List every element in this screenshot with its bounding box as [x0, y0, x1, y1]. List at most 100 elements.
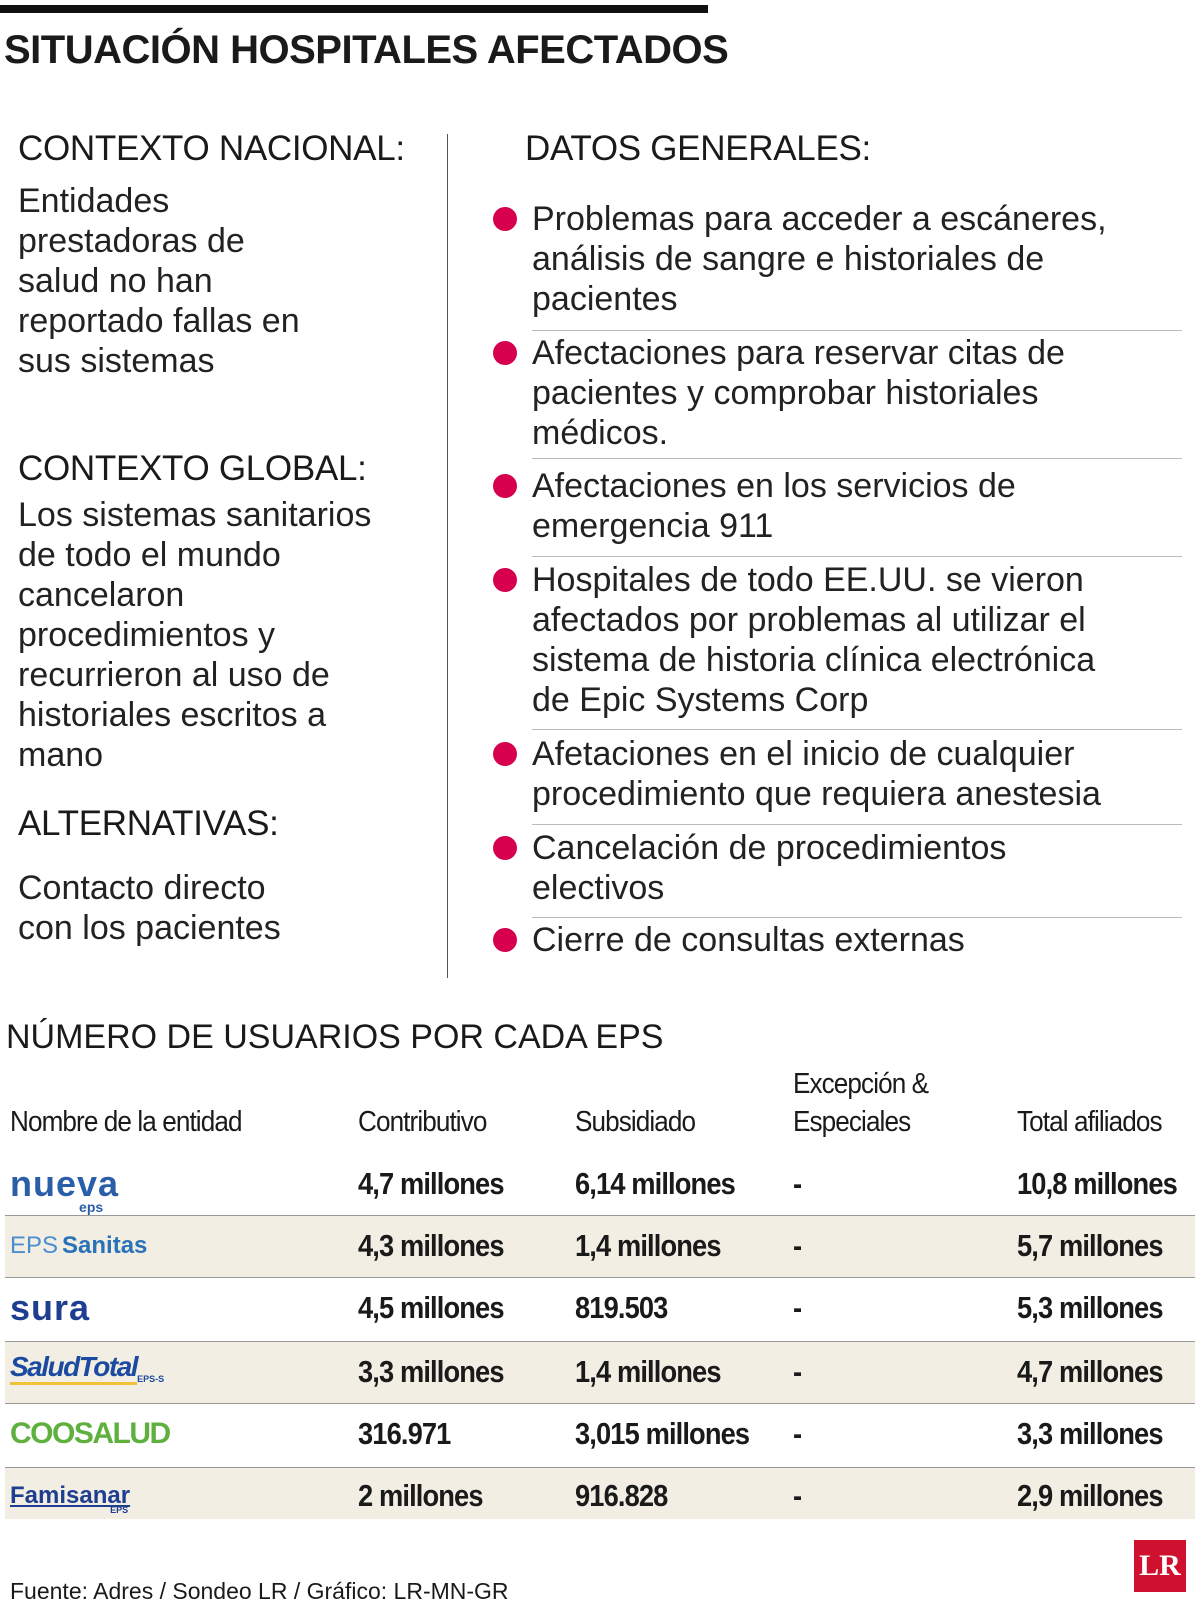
table-cell: 4,7 millones	[1017, 1354, 1163, 1389]
item-text: médicos.	[532, 414, 669, 452]
entity-logo: sura	[10, 1288, 90, 1336]
column-divider	[447, 134, 448, 978]
bullet	[493, 836, 517, 860]
logo-text: EPS	[10, 1232, 59, 1259]
item-text: Cancelación de procedimientos	[532, 829, 1007, 867]
logo-text: Famisanar	[10, 1482, 131, 1509]
entity-logo: EPS Sanitas	[10, 1226, 147, 1269]
row-band	[5, 1215, 1195, 1277]
section-text: reportado fallas en	[18, 302, 300, 340]
item-text: Afetaciones en el inicio de cualquier	[532, 735, 1075, 773]
item-text: pacientes	[532, 280, 678, 318]
table-cell: -	[793, 1290, 802, 1325]
column-header: Subsidiado	[575, 1106, 696, 1138]
row-line	[5, 1215, 1195, 1216]
table-cell: 316.971	[358, 1416, 451, 1451]
section-text: de todo el mundo	[18, 536, 281, 574]
table-cell: 4,7 millones	[358, 1166, 504, 1201]
logo-text: sura	[10, 1287, 91, 1328]
section-text: recurrieron al uso de	[18, 656, 330, 694]
item-text: electivos	[532, 869, 665, 907]
row-line	[5, 1341, 1195, 1342]
section-text: Contacto directo	[18, 869, 266, 907]
column-header: Excepción &	[793, 1068, 929, 1100]
section-text: con los pacientes	[18, 909, 281, 947]
column-header: Especiales	[793, 1106, 911, 1138]
separator	[532, 556, 1182, 557]
row-line	[5, 1403, 1195, 1404]
column-header: Contributivo	[358, 1106, 487, 1138]
section-text: salud no han	[18, 262, 213, 300]
item-text: Cierre de consultas externas	[532, 921, 965, 959]
table-title: NÚMERO DE USUARIOS POR CADA EPS	[6, 1018, 664, 1056]
bullet	[493, 341, 517, 365]
table-cell: 2 millones	[358, 1478, 483, 1513]
table-cell: 1,4 millones	[575, 1228, 721, 1263]
table-cell: -	[793, 1478, 802, 1513]
item-text: Afectaciones en los servicios de	[532, 467, 1016, 505]
bullet	[493, 928, 517, 952]
item-text: afectados por problemas al utilizar el	[532, 601, 1086, 639]
table-cell: 3,015 millones	[575, 1416, 750, 1451]
section-heading: ALTERNATIVAS:	[18, 804, 279, 843]
section-text: mano	[18, 736, 104, 774]
separator	[532, 824, 1182, 825]
title: SITUACIÓN HOSPITALES AFECTADOS	[4, 28, 729, 72]
bullet	[493, 568, 517, 592]
table-cell: 5,7 millones	[1017, 1228, 1163, 1263]
table-cell: 819.503	[575, 1290, 668, 1325]
item-text: procedimiento que requiera anestesia	[532, 775, 1101, 813]
row-line	[5, 1277, 1195, 1278]
separator	[532, 917, 1182, 918]
section-text: cancelaron	[18, 576, 185, 614]
logo-text: SaludTotal	[10, 1351, 139, 1385]
logo-text: nueva	[10, 1163, 120, 1204]
separator	[532, 458, 1182, 459]
section-text: prestadoras de	[18, 222, 245, 260]
item-text: Problemas para acceder a escáneres,	[532, 200, 1107, 238]
separator	[532, 729, 1182, 730]
logo-text: Sanitas	[62, 1232, 148, 1259]
logo-text: COOSALUD	[10, 1417, 171, 1450]
row-line	[5, 1467, 1195, 1468]
row-band	[5, 1467, 1195, 1519]
table-cell: 3,3 millones	[358, 1354, 504, 1389]
separator	[532, 330, 1182, 331]
column-header: Nombre de la entidad	[10, 1106, 242, 1138]
table-cell: -	[793, 1354, 802, 1389]
logo-text: eps	[79, 1199, 104, 1215]
section-text: sus sistemas	[18, 342, 215, 380]
entity-logo: COOSALUD	[10, 1414, 171, 1459]
column-header: Total afiliados	[1017, 1106, 1163, 1138]
item-text: Hospitales de todo EE.UU. se vieron	[532, 561, 1084, 599]
table-cell: -	[793, 1228, 802, 1263]
top-bar	[0, 5, 708, 13]
table-cell: 10,8 millones	[1017, 1166, 1178, 1201]
bullet	[493, 474, 517, 498]
table-cell: 6,14 millones	[575, 1166, 736, 1201]
logo-text: EPS	[110, 1505, 129, 1515]
item-text: sistema de historia clínica electrónica	[532, 641, 1096, 679]
table-cell: 916.828	[575, 1478, 668, 1513]
bullet	[493, 742, 517, 766]
item-text: pacientes y comprobar historiales	[532, 374, 1039, 412]
table-cell: -	[793, 1166, 802, 1201]
table-cell: 5,3 millones	[1017, 1290, 1163, 1325]
source: Fuente: Adres / Sondeo LR / Gráfico: LR-…	[10, 1578, 509, 1604]
item-text: de Epic Systems Corp	[532, 681, 869, 719]
section-text: Entidades	[18, 182, 170, 220]
brand-logo: LR	[1134, 1540, 1186, 1592]
section-heading: CONTEXTO GLOBAL:	[18, 449, 367, 488]
table-cell: 4,5 millones	[358, 1290, 504, 1325]
bullet	[493, 207, 517, 231]
item-text: emergencia 911	[532, 507, 774, 545]
table-cell: -	[793, 1416, 802, 1451]
table-cell: 2,9 millones	[1017, 1478, 1163, 1513]
logo-text: EPS-S	[137, 1374, 165, 1384]
entity-logo: FamisanarEPS	[10, 1476, 131, 1530]
section-text: procedimientos y	[18, 616, 276, 654]
right-heading: DATOS GENERALES:	[525, 129, 871, 168]
